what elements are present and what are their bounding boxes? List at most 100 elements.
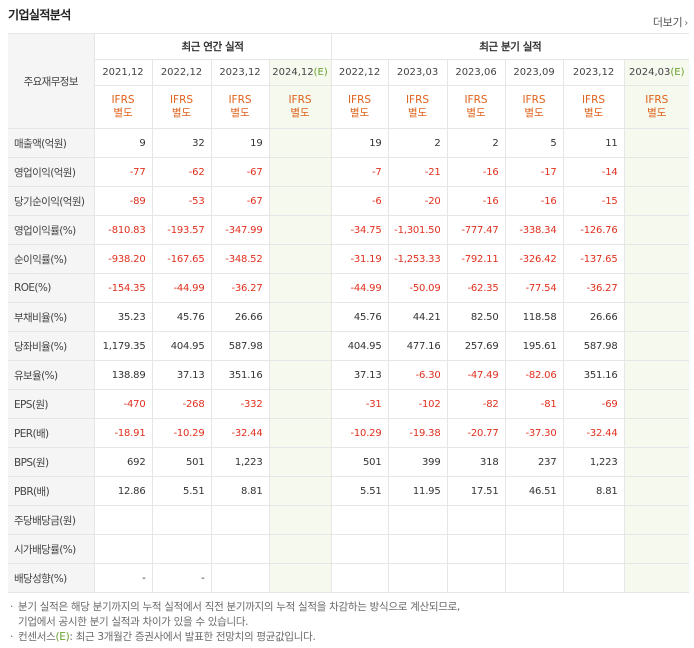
table-cell: 26.66 (562, 302, 625, 332)
table-cell (151, 534, 212, 564)
table-cell: -32.44 (210, 418, 270, 448)
table-cell (623, 128, 690, 158)
table-cell: -50.09 (387, 273, 448, 303)
chevron-right-icon: › (684, 18, 688, 29)
table-cell (330, 563, 389, 593)
estimate-mark: (E) (313, 67, 328, 78)
footnote-text: 분기 실적은 해당 분기까지의 누적 실적에서 직전 분기까지의 누적 실적을 … (18, 601, 460, 613)
footnote-text: 컨센서스 (18, 631, 56, 643)
table-cell: -34.75 (330, 215, 389, 245)
table-cell: - (93, 563, 153, 593)
table-cell (268, 331, 332, 361)
footnote-text: 기업에서 공시한 분기 실적과 차이가 있을 수 있습니다. (18, 616, 249, 628)
table-cell: -67 (210, 157, 270, 187)
accounting-standard: IFRS 별도 (623, 85, 690, 129)
table-cell (504, 563, 564, 593)
table-cell: 1,179.35 (93, 331, 153, 361)
table-cell (268, 302, 332, 332)
table-cell (623, 418, 690, 448)
table-cell: 11 (562, 128, 625, 158)
table-cell: 11.95 (387, 476, 448, 506)
statement-type-label: 별도 (466, 107, 486, 119)
table-row: 당좌비율(%) 1,179.35 404.95 587.98 404.95 477.16 2… (8, 331, 690, 361)
table-cell: 195.61 (504, 331, 564, 361)
table-cell (210, 534, 270, 564)
row-label: 부채비율(%) (8, 302, 95, 332)
footnote: 기업에서 공시한 분기 실적과 차이가 있을 수 있습니다. (10, 615, 685, 630)
table-cell: -126.76 (562, 215, 625, 245)
table-cell: 318 (446, 447, 506, 477)
accounting-standard: IFRS 별도 (268, 85, 332, 129)
table-cell: 45.76 (151, 302, 212, 332)
more-link[interactable]: 더보기 › (653, 14, 688, 30)
table-row: 시가배당률(%) (8, 534, 690, 564)
table-cell (93, 534, 153, 564)
statement-type-label: 별도 (407, 107, 428, 119)
table-row: 당기순이익(억원) -89 -53 -67 -6 -20 -16 -16 -15 (8, 186, 690, 216)
period-header: 2023,09 (504, 59, 564, 86)
table-cell (562, 534, 625, 564)
table-cell: -81 (504, 389, 564, 419)
table-cell (330, 534, 389, 564)
table-cell (268, 447, 332, 477)
period-header: 2023,12 (562, 59, 625, 86)
table-row: 유보율(%) 138.89 37.13 351.16 37.13 -6.30 -47.49-… (8, 360, 690, 390)
table-cell: -167.65 (151, 244, 212, 274)
table-cell (387, 534, 448, 564)
table-row: 주당배당금(원) (8, 505, 690, 535)
table-cell: 9 (93, 128, 153, 158)
table-cell: -20 (387, 186, 448, 216)
statement-type-label: 별도 (647, 107, 667, 119)
table-cell (268, 563, 332, 593)
table-cell: -21 (387, 157, 448, 187)
ifrs-label: IFRS (111, 94, 135, 106)
table-cell (504, 505, 564, 535)
table-cell: -348.52 (210, 244, 270, 274)
table-cell (623, 331, 690, 361)
table-cell: -470 (93, 389, 153, 419)
table-row: 매출액(억원) 9 32 19 19 2 2 5 11 (8, 128, 690, 158)
table-cell: -102 (387, 389, 448, 419)
table-cell (93, 505, 153, 535)
table-cell (151, 505, 212, 535)
table-cell (268, 157, 332, 187)
table-cell: -36.27 (562, 273, 625, 303)
table-cell: -777.47 (446, 215, 506, 245)
table-cell: 8.81 (562, 476, 625, 506)
table-cell (210, 505, 270, 535)
table-cell (268, 476, 332, 506)
table-cell: - (151, 563, 212, 593)
table-row: 부채비율(%) 35.23 45.76 26.66 45.76 44.21 82.50 118… (8, 302, 690, 332)
table-cell: 82.50 (446, 302, 506, 332)
table-cell: -44.99 (151, 273, 212, 303)
group-annual-header: 최근 연간 실적 (93, 33, 332, 60)
table-cell (446, 505, 506, 535)
table-cell: 692 (93, 447, 153, 477)
table-cell: -67 (210, 186, 270, 216)
table-cell: 8.81 (210, 476, 270, 506)
table-cell: 37.13 (330, 360, 389, 390)
period-header: 2021,12 (94, 59, 153, 86)
row-label: 당좌비율(%) (8, 331, 95, 361)
row-label: 유보율(%) (8, 360, 95, 390)
table-cell: 2 (387, 128, 448, 158)
footnotes: 분기 실적은 해당 분기까지의 누적 실적에서 직전 분기까지의 누적 실적을 … (10, 600, 685, 645)
table-cell: 44.21 (387, 302, 448, 332)
period-label: 2022,12 (160, 67, 203, 78)
table-cell: -31.19 (330, 244, 389, 274)
table-cell: -69 (562, 389, 625, 419)
table-cell (387, 563, 448, 593)
row-label: 영업이익률(%) (8, 215, 95, 245)
row-label: 배당성향(%) (8, 563, 95, 593)
footnote: 컨센서스(E): 최근 3개월간 증권사에서 발표한 전망치의 평균값입니다. (10, 630, 685, 645)
table-cell: -77 (93, 157, 153, 187)
table-cell: -47.49 (446, 360, 506, 390)
estimate-mark: (E) (55, 631, 70, 643)
table-cell (268, 505, 332, 535)
period-header: 2023,03 (387, 59, 448, 86)
table-cell: 35.23 (93, 302, 153, 332)
footnote-text: : 최근 3개월간 증권사에서 발표한 전망치의 평균값입니다. (69, 631, 316, 643)
table-cell: -82 (446, 389, 506, 419)
period-header: 2024,03(E) (623, 59, 690, 86)
table-cell: 404.95 (330, 331, 389, 361)
